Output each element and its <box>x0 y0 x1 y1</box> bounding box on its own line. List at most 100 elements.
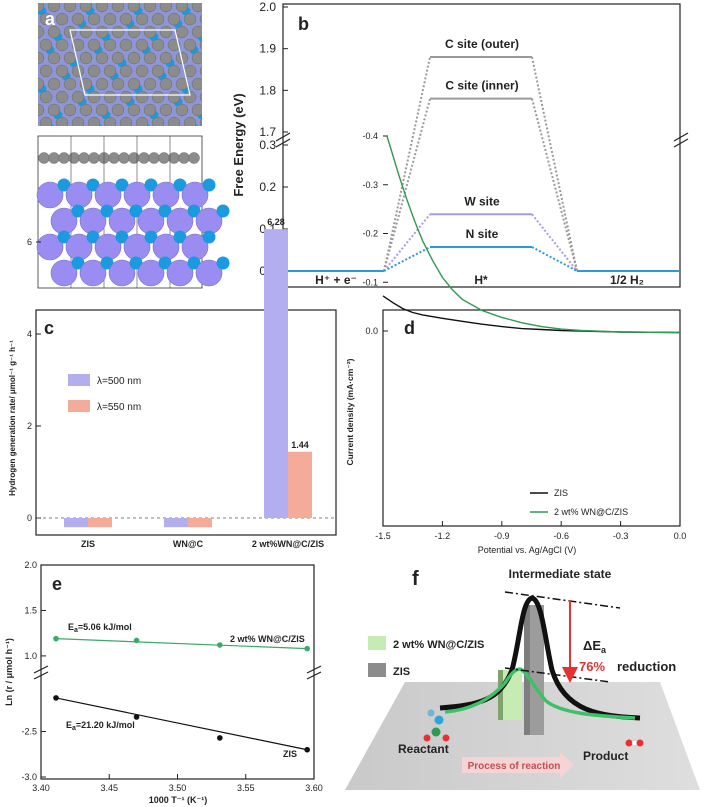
panel-d-ytick-label: -0.4 <box>362 131 378 141</box>
panel-a-c-atom <box>79 103 93 117</box>
panel-a-w-atom <box>137 259 165 287</box>
panel-d-ytick-label: -0.1 <box>362 277 378 287</box>
panel-e-xtick-label: 3.55 <box>237 783 255 793</box>
panel-d-chart: 0.0 -0.1 -0.2 -0.3 -0.4 -1.5 -1.2 -0.9 -0.6 -0.3 0… <box>362 131 686 541</box>
panel-a-c-atom <box>79 51 93 65</box>
panel-e-annotation-wn: Ea=5.06 kJ/mol <box>68 622 132 634</box>
panel-a-c-atom <box>38 25 45 39</box>
panel-e-axis-break-left <box>33 665 49 680</box>
panel-a-c-atom <box>199 118 202 126</box>
panel-b-label-w: W site <box>464 194 500 208</box>
panel-a-graphene-atom <box>88 152 100 164</box>
panel-a-c-atom <box>159 25 173 39</box>
panel-b-state-2: 1/2 H₂ <box>610 273 644 287</box>
panel-a-c-atom <box>159 3 173 13</box>
panel-f-legend-zis: ZIS <box>393 666 410 678</box>
panel-a-c-atom <box>183 90 197 104</box>
panel-e-xtick-label: 3.40 <box>32 783 50 793</box>
panel-a-n-atom <box>100 204 114 218</box>
panel-c: c 0 2 4 6 ZIS WN@C 2 wt%WN@C/ZIS 6.28 1.44 λ=500 … <box>8 217 337 549</box>
panel-c-legend-swatch <box>68 374 90 386</box>
panel-a-c-atom <box>199 66 202 76</box>
panel-a-graphene-atom <box>118 152 130 164</box>
panel-e-ytick-label: -3.0 <box>21 772 37 782</box>
panel-a-c-atom <box>191 51 202 65</box>
panel-f-legend-swatch-zis <box>368 663 386 677</box>
panel-a-c-atom <box>71 38 85 52</box>
panel-b-dash-up <box>383 98 431 272</box>
panel-a-c-atom <box>103 64 117 78</box>
panel-a-c-atom <box>183 38 197 52</box>
panel-b-state-0: H⁺ + e⁻ <box>315 273 357 287</box>
panel-c-category-label: ZIS <box>81 539 95 549</box>
panel-a-c-atom <box>191 3 202 13</box>
panel-a-n-atom <box>144 178 158 192</box>
panel-a-c-atom <box>95 103 109 117</box>
panel-e-ea-symbol: E <box>66 720 72 730</box>
panel-a-n-atom <box>206 72 215 81</box>
panel-a-c-atom <box>143 77 157 91</box>
panel-a-c-atom <box>55 12 69 26</box>
panel-e-xtick-label: 3.45 <box>100 783 118 793</box>
panel-a-w-atom <box>79 259 107 287</box>
panel-a-c-atom <box>151 90 165 104</box>
panel-f-reactant: Reactant <box>398 742 449 756</box>
panel-a-c-atom <box>191 103 202 117</box>
panel-a-c-atom <box>103 38 117 52</box>
panel-a-n-atom <box>187 204 201 218</box>
panel-a-graphene-atom <box>158 152 170 164</box>
panel-a-graphene-atom <box>128 152 140 164</box>
panel-a-c-atom <box>71 12 85 26</box>
panel-a-c-atom <box>87 64 101 78</box>
panel-a-w-atom <box>166 259 194 287</box>
panel-f-legend-swatch-wn <box>368 636 386 650</box>
panel-a-n-atom <box>144 230 158 244</box>
panel-a-c-atom <box>79 25 93 39</box>
panel-d-xtick-label: -1.2 <box>435 531 451 541</box>
panel-a-c-atom <box>151 64 165 78</box>
panel-e-point <box>304 746 310 753</box>
panel-b-dash-up <box>383 246 431 272</box>
panel-f-top-dash <box>504 591 621 609</box>
panel-a-c-atom <box>63 103 77 117</box>
panel-e-xlabel: 1000 T⁻¹ (K⁻¹) <box>149 795 208 805</box>
panel-a-bottom-atoms <box>36 136 230 288</box>
panel-a-unit-cell <box>69 29 191 96</box>
panel-d-ytick-label: -0.3 <box>362 180 378 190</box>
panel-a-n-atom <box>173 230 187 244</box>
panel-c-legend-swatch <box>68 400 90 412</box>
panel-a-c-atom <box>47 103 61 117</box>
panel-b-axis-break-right <box>673 132 689 148</box>
panel-a-c-atom <box>87 116 101 126</box>
panel-a-c-atom <box>151 12 165 26</box>
panel-f-delta-symbol: ΔE <box>583 638 601 653</box>
panel-a-n-atom <box>57 178 71 192</box>
panel-a-graphene-atom <box>48 152 60 164</box>
panel-a-c-atom <box>47 51 61 65</box>
panel-c-ytick-label: 4 <box>27 329 32 339</box>
panel-a-graphene-atom <box>148 152 160 164</box>
panel-c-chart: 0 2 4 6 ZIS WN@C 2 wt%WN@C/ZIS 6.28 1.44 λ=500 nm… <box>27 217 335 549</box>
panel-a-top-atoms <box>38 3 215 126</box>
panel-e-annotation-zis: Ea=21.20 kJ/mol <box>66 720 135 732</box>
panel-a-n-atom <box>187 256 201 270</box>
panel-a-n-atom <box>57 230 71 244</box>
panel-e-point <box>217 642 223 648</box>
panel-a-c-atom <box>135 38 149 52</box>
panel-a-n-atom <box>158 256 172 270</box>
panel-f-process: Process of reaction <box>468 761 561 772</box>
panel-e-ea-value: =5.06 kJ/mol <box>78 622 132 632</box>
panel-a-c-atom <box>127 51 141 65</box>
panel-e-ytick-label: 1.0 <box>24 651 37 661</box>
panel-c-category-label: WN@C <box>173 539 204 549</box>
panel-a-c-atom <box>167 12 181 26</box>
panel-a-c-atom <box>38 77 45 91</box>
panel-e-frame <box>40 564 315 780</box>
panel-a-c-atom <box>111 25 125 39</box>
panel-b-state-1: H* <box>474 273 488 287</box>
panel-c-bar <box>188 518 212 528</box>
panel-a-c-atom <box>103 116 117 126</box>
panel-a-c-atom <box>127 77 141 91</box>
panel-a-c-atom <box>39 12 53 26</box>
